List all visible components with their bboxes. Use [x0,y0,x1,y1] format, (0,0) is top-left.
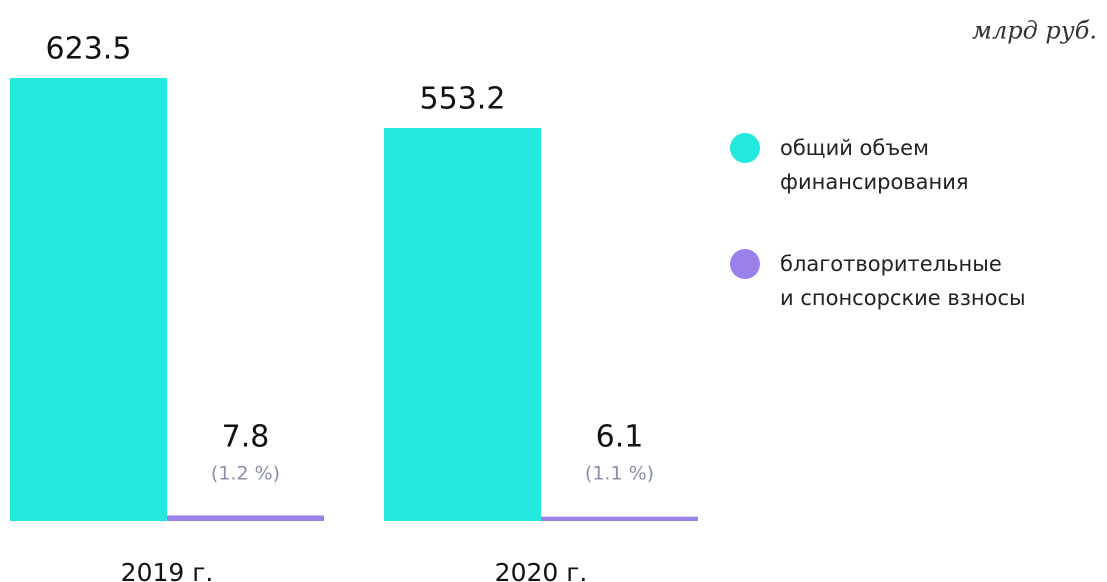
value-label: 6.1 [596,420,644,455]
value-label: 7.8 [222,420,270,455]
share-label: (1.2 %) [211,463,280,485]
share-label: (1.1 %) [585,463,654,485]
bar [384,127,541,521]
bar [10,78,167,521]
value-label: 623.5 [46,32,132,67]
bar [167,515,324,521]
unit-label: млрд руб. [972,17,1097,45]
legend-swatch [730,133,760,163]
legend-label: общий объем финансирования [780,136,969,194]
value-label: 553.2 [420,81,506,116]
legend-swatch [730,249,760,279]
bar [541,516,698,521]
x-tick-label: 2019 г. [121,558,214,582]
legend-label: благотворительные и спонсорские взносы [780,252,1026,310]
x-tick-label: 2020 г. [495,558,588,582]
